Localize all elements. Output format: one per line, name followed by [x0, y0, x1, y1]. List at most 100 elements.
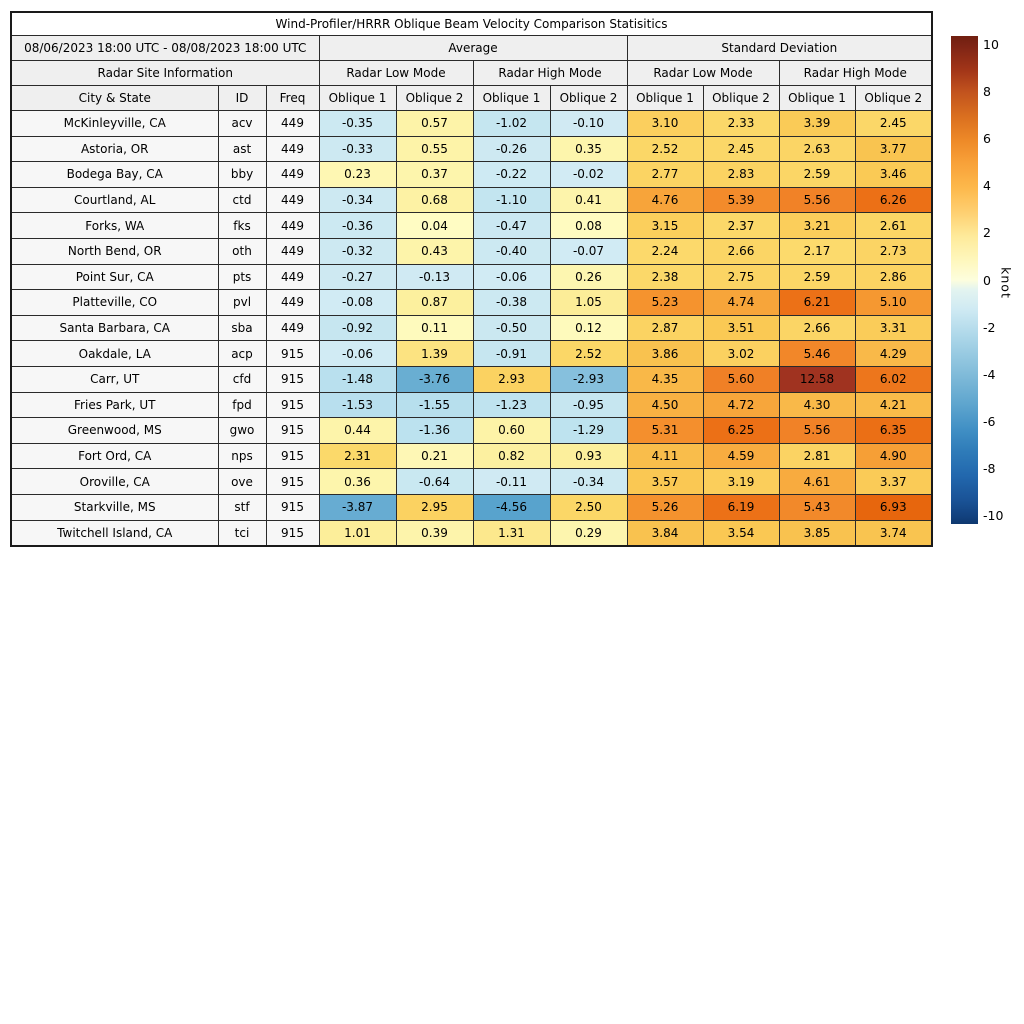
- site-id-cell: oth: [217, 237, 267, 265]
- site-id-cell: cfd: [217, 365, 267, 393]
- mode-header-row: Radar Site Information Radar Low Mode Ra…: [10, 60, 933, 86]
- value-cell: 3.10: [626, 110, 704, 137]
- value-cell: 6.35: [854, 417, 933, 444]
- colorbar-tick-label: -2: [983, 319, 996, 335]
- colorbar-tick-label: 6: [983, 130, 991, 146]
- value-cell: -0.92: [318, 314, 397, 342]
- city-state-cell: Fort Ord, CA: [10, 442, 219, 470]
- table-row: Fort Ord, CA nps 915 2.31 0.21 0.82 0.93 4.11 4.…: [10, 442, 933, 470]
- value-cell: -0.50: [472, 314, 551, 342]
- value-cell: 2.59: [778, 161, 856, 188]
- stats-table: Wind-Profiler/HRRR Oblique Beam Velocity…: [10, 11, 934, 548]
- value-cell: 2.45: [702, 135, 780, 163]
- value-cell: 4.21: [854, 391, 933, 419]
- freq-cell: 915: [265, 417, 320, 444]
- value-cell: 5.31: [626, 417, 704, 444]
- value-cell: 0.39: [395, 519, 474, 547]
- value-cell: -0.38: [472, 289, 551, 316]
- value-cell: 0.68: [395, 186, 474, 214]
- site-id-cell: sba: [217, 314, 267, 342]
- oblique-header: Oblique 2: [549, 85, 628, 111]
- value-cell: -1.48: [318, 365, 397, 393]
- site-id-cell: fks: [217, 212, 267, 239]
- table-row: Greenwood, MS gwo 915 0.44 -1.36 0.60 -1.29 5.3…: [10, 417, 933, 444]
- freq-header: Freq: [265, 85, 320, 111]
- value-cell: -2.93: [549, 365, 628, 393]
- value-cell: -1.10: [472, 186, 551, 214]
- table-row: Starkville, MS stf 915 -3.87 2.95 -4.56 2.50 5.…: [10, 493, 933, 521]
- value-cell: 4.61: [778, 468, 856, 495]
- value-cell: 2.77: [626, 161, 704, 188]
- value-cell: 3.74: [854, 519, 933, 547]
- city-state-header: City & State: [10, 85, 219, 111]
- value-cell: 4.29: [854, 340, 933, 367]
- value-cell: 2.86: [854, 263, 933, 291]
- mode-header-avg-high: Radar High Mode: [472, 60, 628, 86]
- site-id-cell: ast: [217, 135, 267, 163]
- value-cell: 0.04: [395, 212, 474, 239]
- colorbar-tick-label: 0: [983, 272, 991, 288]
- value-cell: -1.55: [395, 391, 474, 419]
- value-cell: 6.25: [702, 417, 780, 444]
- mode-header-avg-low: Radar Low Mode: [318, 60, 474, 86]
- table-body: McKinleyville, CA acv 449 -0.35 0.57 -1.02 -0.…: [10, 110, 933, 547]
- value-cell: 0.21: [395, 442, 474, 470]
- value-cell: 3.02: [702, 340, 780, 367]
- value-cell: 2.73: [854, 237, 933, 265]
- value-cell: -0.34: [549, 468, 628, 495]
- table-row: Point Sur, CA pts 449 -0.27 -0.13 -0.06 0.26 2.…: [10, 263, 933, 291]
- value-cell: 6.26: [854, 186, 933, 214]
- value-cell: -0.27: [318, 263, 397, 291]
- value-cell: 6.21: [778, 289, 856, 316]
- value-cell: 5.10: [854, 289, 933, 316]
- value-cell: 2.24: [626, 237, 704, 265]
- colorbar-tick-label: 10: [983, 36, 999, 52]
- site-id-cell: ctd: [217, 186, 267, 214]
- colorbar-tick-label: -8: [983, 460, 996, 476]
- freq-cell: 915: [265, 493, 320, 521]
- value-cell: 3.54: [702, 519, 780, 547]
- value-cell: -1.23: [472, 391, 551, 419]
- city-state-cell: Oakdale, LA: [10, 340, 219, 367]
- site-id-cell: fpd: [217, 391, 267, 419]
- value-cell: 0.55: [395, 135, 474, 163]
- value-cell: 5.23: [626, 289, 704, 316]
- city-state-cell: Carr, UT: [10, 365, 219, 393]
- value-cell: 2.33: [702, 110, 780, 137]
- city-state-cell: Bodega Bay, CA: [10, 161, 219, 188]
- value-cell: 0.23: [318, 161, 397, 188]
- oblique-header: Oblique 1: [318, 85, 397, 111]
- value-cell: 2.81: [778, 442, 856, 470]
- value-cell: 3.84: [626, 519, 704, 547]
- value-cell: 4.35: [626, 365, 704, 393]
- table-row: Astoria, OR ast 449 -0.33 0.55 -0.26 0.35 2.52 2…: [10, 135, 933, 163]
- value-cell: 5.60: [702, 365, 780, 393]
- title-row: Wind-Profiler/HRRR Oblique Beam Velocity…: [10, 11, 933, 36]
- value-cell: 2.37: [702, 212, 780, 239]
- value-cell: -1.53: [318, 391, 397, 419]
- mode-header-std-low: Radar Low Mode: [626, 60, 780, 86]
- oblique-header: Oblique 2: [395, 85, 474, 111]
- value-cell: 5.26: [626, 493, 704, 521]
- colorbar-tick-label: -4: [983, 366, 996, 382]
- value-cell: 4.74: [702, 289, 780, 316]
- value-cell: 0.41: [549, 186, 628, 214]
- value-cell: 0.08: [549, 212, 628, 239]
- value-cell: 0.60: [472, 417, 551, 444]
- value-cell: -1.36: [395, 417, 474, 444]
- value-cell: -0.06: [472, 263, 551, 291]
- value-cell: 5.46: [778, 340, 856, 367]
- site-id-cell: stf: [217, 493, 267, 521]
- value-cell: -0.95: [549, 391, 628, 419]
- freq-cell: 449: [265, 110, 320, 137]
- city-state-cell: McKinleyville, CA: [10, 110, 219, 137]
- colorbar-tick-label: 4: [983, 178, 991, 194]
- value-cell: 6.19: [702, 493, 780, 521]
- value-cell: 0.11: [395, 314, 474, 342]
- value-cell: -0.08: [318, 289, 397, 316]
- value-cell: -0.40: [472, 237, 551, 265]
- value-cell: 2.59: [778, 263, 856, 291]
- value-cell: -0.33: [318, 135, 397, 163]
- freq-cell: 915: [265, 468, 320, 495]
- site-id-cell: ove: [217, 468, 267, 495]
